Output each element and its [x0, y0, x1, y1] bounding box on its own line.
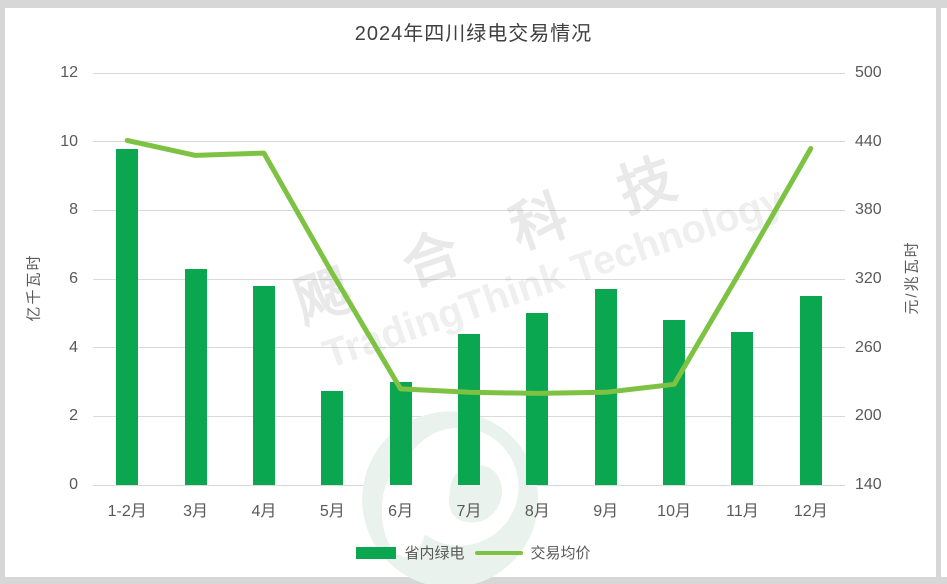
right-axis-tick-label: 320	[855, 270, 882, 287]
x-axis-label: 11月	[726, 503, 759, 520]
bar-series-swatch-icon	[356, 546, 397, 559]
right-axis-title: 元/兆瓦时	[903, 240, 921, 315]
gridline	[93, 141, 845, 143]
x-axis-label: 7月	[456, 503, 482, 520]
x-axis-label: 3月	[183, 503, 208, 520]
x-axis-label: 9月	[593, 503, 619, 520]
legend-label: 交易均价	[530, 545, 591, 562]
bar-9月	[594, 289, 617, 485]
x-axis-label: 10月	[657, 503, 691, 520]
right-axis-tick-label: 380	[855, 201, 882, 219]
window-frame-top	[0, 0, 947, 8]
legend-label: 省内绿电	[404, 545, 465, 562]
bar-8月	[526, 313, 549, 485]
price-trend-line	[124, 138, 814, 396]
right-axis-tick-label: 140	[855, 476, 882, 493]
left-axis-title: 亿千瓦时	[25, 253, 43, 322]
bar-10月	[663, 320, 686, 485]
left-axis-tick-label: 8	[69, 201, 78, 219]
bar-7月	[458, 333, 480, 485]
left-axis-tick-label: 10	[60, 132, 78, 150]
bar-4月	[252, 285, 275, 485]
chart-legend: 省内绿电 交易均价	[0, 542, 947, 563]
bar-3月	[184, 268, 207, 485]
x-axis-label: 12月	[793, 503, 828, 520]
right-axis-tick-label: 260	[855, 338, 882, 356]
bar-1-2月	[116, 148, 139, 485]
x-axis-label: 6月	[388, 503, 414, 520]
bar-11月	[731, 332, 754, 485]
right-axis-tick-label: 440	[855, 132, 882, 150]
right-axis-tick-label: 500	[855, 64, 882, 81]
left-axis-tick-label: 6	[69, 270, 78, 287]
gridline	[93, 209, 845, 211]
x-axis-label: 4月	[251, 503, 277, 520]
left-axis-tick-label: 0	[69, 476, 78, 493]
line-series-swatch-icon	[474, 550, 523, 555]
left-axis-tick-label: 2	[69, 407, 78, 425]
gridline	[93, 72, 845, 74]
bar-6月	[389, 382, 412, 485]
gridline	[93, 278, 845, 280]
bar-12月	[799, 296, 822, 485]
bar-5月	[321, 390, 344, 485]
left-axis-tick-label: 12	[60, 64, 78, 81]
chart-title: 2024年四川绿电交易情况	[354, 23, 593, 45]
right-axis-tick-label: 200	[855, 407, 882, 425]
window-frame-left	[0, 0, 5, 584]
left-axis-tick-label: 4	[69, 338, 78, 356]
legend-item-bar-series: 省内绿电	[356, 542, 465, 563]
window-frame-right	[936, 0, 941, 584]
legend-item-line-series: 交易均价	[474, 542, 591, 563]
x-axis-label: 8月	[524, 503, 550, 520]
x-axis-label: 1-2月	[107, 503, 147, 520]
x-axis-label: 5月	[319, 503, 345, 520]
